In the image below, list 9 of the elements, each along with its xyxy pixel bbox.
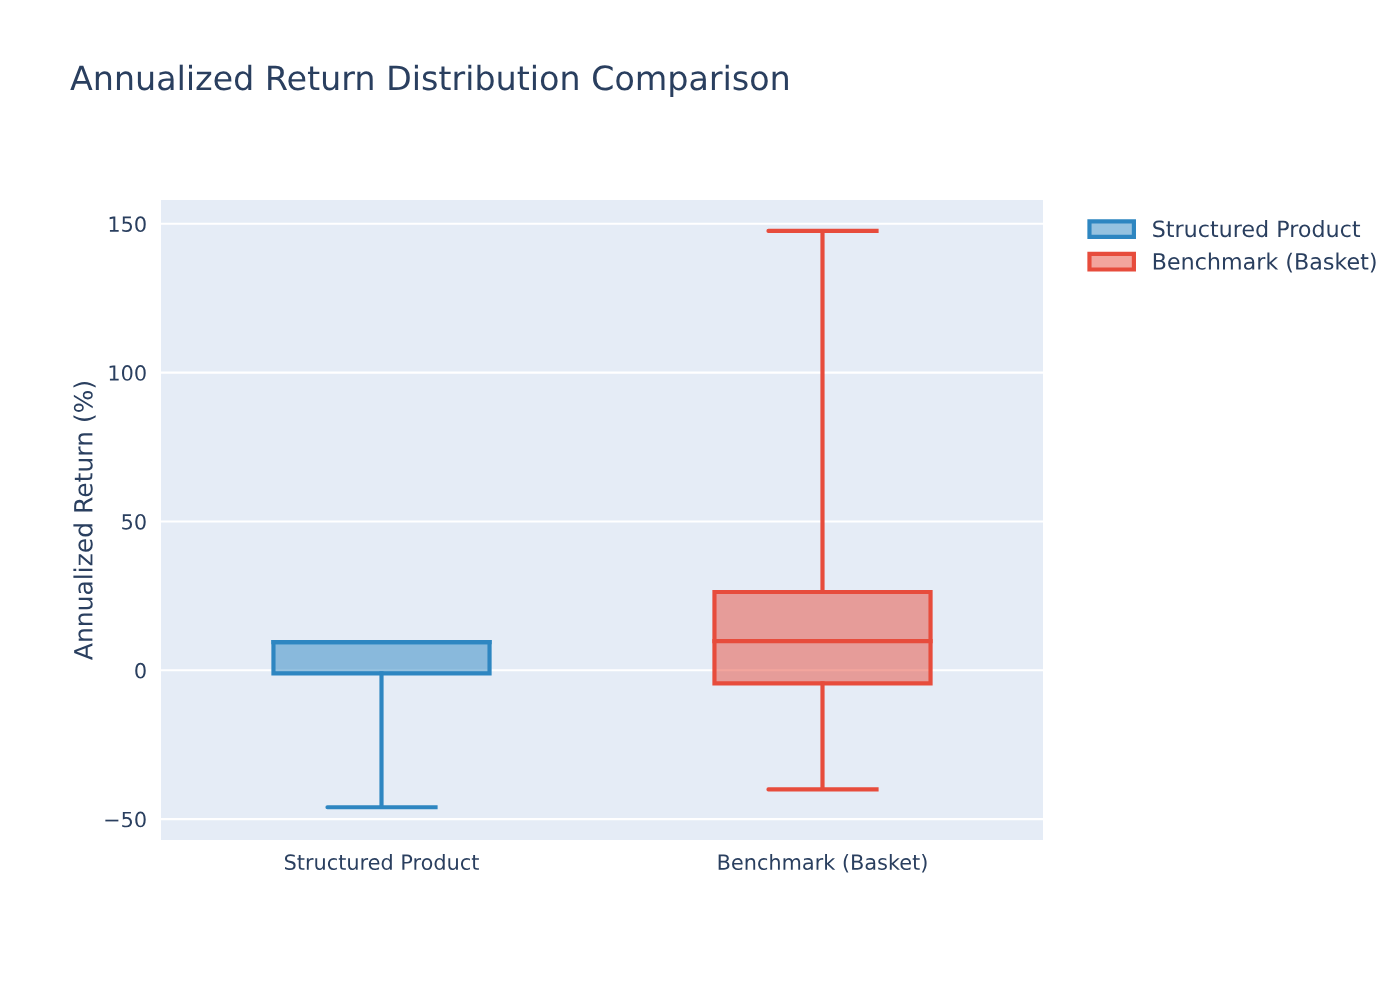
y-axis-title: Annualized Return (%): [73, 381, 96, 660]
legend-label: Structured Product: [1153, 220, 1361, 238]
chart-title: Annualized Return Distribution Comparison: [70, 64, 788, 97]
y-tick-label: 50: [122, 513, 146, 530]
y-tick-label: 100: [109, 365, 146, 381]
y-tick-label: −50: [105, 811, 146, 828]
y-tick-label: 150: [109, 216, 146, 233]
y-tick-label: 0: [135, 662, 146, 679]
legend-label: Benchmark (Basket): [1153, 252, 1376, 273]
